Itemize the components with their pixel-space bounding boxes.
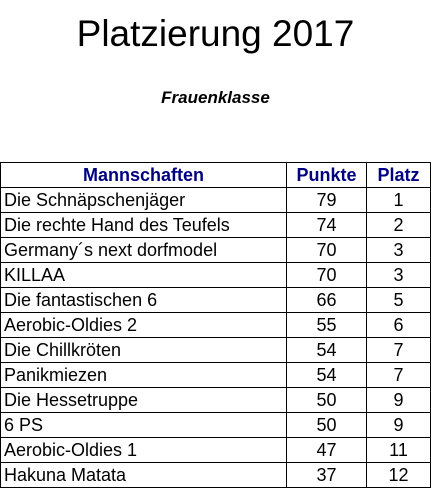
team-name-cell: Die Hessetruppe [0,387,287,413]
page-subtitle: Frauenklasse [161,88,270,107]
team-name-cell: 6 PS [0,412,287,438]
points-cell: 70 [286,262,367,288]
place-cell: 7 [366,362,431,388]
place-cell: 3 [366,262,431,288]
team-name-cell: KILLAA [0,262,287,288]
points-cell: 79 [286,187,367,213]
table-row: Die Chillkröten 54 7 [0,337,431,363]
table-row: 6 PS 50 9 [0,412,431,438]
points-cell: 66 [286,287,367,313]
team-name-cell: Hakuna Matata [0,462,287,488]
team-name-cell: Germany´s next dorfmodel [0,237,287,263]
column-header-team: Mannschaften [0,162,287,188]
table-row: Die fantastischen 6 66 5 [0,287,431,313]
table-row: KILLAA 70 3 [0,262,431,288]
place-cell: 2 [366,212,431,238]
place-cell: 7 [366,337,431,363]
team-name-cell: Die Chillkröten [0,337,287,363]
team-name-cell: Die rechte Hand des Teufels [0,212,287,238]
team-name-cell: Panikmiezen [0,362,287,388]
team-name-cell: Die Schnäpschenjäger [0,187,287,213]
place-cell: 3 [366,237,431,263]
page-title: Platzierung 2017 [76,13,355,54]
table-row: Die rechte Hand des Teufels 74 2 [0,212,431,238]
table-row: Panikmiezen 54 7 [0,362,431,388]
points-cell: 37 [286,462,367,488]
team-name-cell: Die fantastischen 6 [0,287,287,313]
table-row: Aerobic-Oldies 2 55 6 [0,312,431,338]
ranking-table-body: Die Schnäpschenjäger 79 1 Die rechte Hand d… [0,187,431,488]
points-cell: 54 [286,362,367,388]
place-cell: 9 [366,412,431,438]
table-row: Die Hessetruppe 50 9 [0,387,431,413]
points-cell: 70 [286,237,367,263]
place-cell: 6 [366,312,431,338]
table-row: Germany´s next dorfmodel 70 3 [0,237,431,263]
points-cell: 50 [286,412,367,438]
table-row: Die Schnäpschenjäger 79 1 [0,187,431,213]
points-cell: 54 [286,337,367,363]
points-cell: 55 [286,312,367,338]
ranking-table: Mannschaften Punkte Platz Die Schnäpsche… [0,162,431,488]
column-header-points: Punkte [286,162,367,188]
table-header-row: Mannschaften Punkte Platz [0,162,431,188]
table-row: Hakuna Matata 37 12 [0,462,431,488]
place-cell: 5 [366,287,431,313]
place-cell: 11 [366,437,431,463]
column-header-place: Platz [366,162,431,188]
place-cell: 1 [366,187,431,213]
place-cell: 9 [366,387,431,413]
team-name-cell: Aerobic-Oldies 1 [0,437,287,463]
team-name-cell: Aerobic-Oldies 2 [0,312,287,338]
points-cell: 47 [286,437,367,463]
points-cell: 74 [286,212,367,238]
place-cell: 12 [366,462,431,488]
points-cell: 50 [286,387,367,413]
table-row: Aerobic-Oldies 1 47 11 [0,437,431,463]
